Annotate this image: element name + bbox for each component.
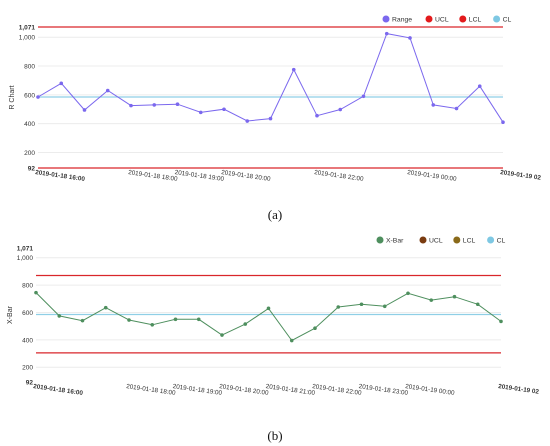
data-point bbox=[129, 103, 133, 108]
x-tick-label: 2019-01-19 02 bbox=[498, 383, 540, 396]
x-tick-label: 2019-01-18 20:00 bbox=[219, 383, 270, 397]
data-point bbox=[105, 88, 110, 93]
y-tick-label: 600 bbox=[24, 92, 35, 99]
y-tick-label: 200 bbox=[22, 365, 33, 372]
y-tick-label: 1,071 bbox=[17, 246, 34, 253]
data-point bbox=[82, 108, 87, 112]
data-point bbox=[175, 102, 180, 106]
data-point bbox=[477, 84, 482, 88]
data-point bbox=[266, 306, 271, 311]
data-point bbox=[452, 294, 457, 299]
legend-label: CL bbox=[497, 238, 506, 245]
legend-marker bbox=[459, 15, 467, 23]
xbar-chart: 1,071 1,000 800 600 400 200 92 X-Bar 2019-01-18 … bbox=[7, 236, 540, 397]
y-axis-title: R Chart bbox=[9, 85, 16, 109]
data-point bbox=[34, 290, 38, 295]
data-point bbox=[222, 107, 226, 112]
x-tick-label: 2019-01-18 16:00 bbox=[35, 169, 86, 183]
y-tick-label: 92 bbox=[28, 166, 36, 173]
x-tick-label: 2019-01-18 22:00 bbox=[312, 383, 363, 397]
data-point bbox=[103, 305, 108, 310]
y-tick-label: 600 bbox=[22, 310, 33, 317]
legend-label: UCL bbox=[429, 238, 443, 245]
y-tick-label: 800 bbox=[22, 283, 33, 290]
data-point bbox=[384, 31, 389, 36]
x-tick-label: 2019-01-19 00:00 bbox=[407, 169, 458, 183]
x-tick-label: 2019-01-18 21:00 bbox=[265, 383, 316, 397]
legend-label: UCL bbox=[435, 17, 449, 24]
series-line bbox=[37, 33, 504, 123]
legend-marker bbox=[376, 236, 384, 244]
legend-marker bbox=[493, 15, 501, 23]
data-point bbox=[268, 116, 273, 121]
data-point bbox=[406, 291, 410, 296]
legend-label: LCL bbox=[463, 238, 476, 245]
x-tick-label: 2019-01-18 23:00 bbox=[358, 383, 409, 397]
data-point bbox=[429, 298, 434, 302]
data-point bbox=[313, 326, 317, 331]
data-point bbox=[150, 322, 155, 327]
data-point bbox=[454, 106, 459, 111]
x-tick-label: 2019-01-18 19:00 bbox=[174, 169, 225, 183]
y-tick-label: 200 bbox=[24, 150, 35, 157]
legend-marker bbox=[453, 236, 461, 244]
data-point bbox=[315, 113, 319, 118]
x-tick-label: 2019-01-18 20:00 bbox=[221, 169, 272, 183]
data-point bbox=[382, 304, 387, 309]
data-point bbox=[173, 317, 178, 322]
data-point bbox=[475, 302, 480, 307]
x-tick-label: 2019-01-19 00:00 bbox=[405, 383, 456, 397]
legend-label: LCL bbox=[469, 17, 482, 24]
y-axis-title: X-Bar bbox=[7, 305, 14, 324]
data-point bbox=[408, 36, 412, 40]
range-chart: 1,071 1,000 800 600 400 200 92 R Chart 2019-01-1… bbox=[9, 15, 542, 183]
y-tick-label: 400 bbox=[24, 121, 35, 128]
data-point bbox=[57, 314, 62, 318]
x-tick-label: 2019-01-19 02 bbox=[500, 169, 542, 182]
data-point bbox=[196, 317, 201, 322]
data-point bbox=[361, 94, 366, 99]
legend-marker bbox=[419, 236, 427, 244]
legend-label: Range bbox=[392, 17, 412, 24]
legend-marker bbox=[425, 15, 433, 23]
data-point bbox=[499, 319, 503, 324]
data-point bbox=[243, 322, 248, 326]
data-point bbox=[336, 305, 341, 309]
legend-label: X-Bar bbox=[386, 238, 404, 245]
data-point bbox=[220, 333, 224, 337]
data-point bbox=[80, 318, 85, 323]
y-tick-label: 800 bbox=[24, 64, 35, 71]
x-tick-label: 2019-01-18 19:00 bbox=[172, 383, 223, 397]
x-tick-label: 2019-01-18 22:00 bbox=[314, 169, 365, 183]
data-point bbox=[338, 107, 343, 112]
x-tick-label: 2019-01-18 18:00 bbox=[128, 169, 179, 183]
x-tick-label: 2019-01-18 16:00 bbox=[33, 383, 84, 397]
data-point bbox=[359, 302, 364, 307]
data-point bbox=[127, 318, 131, 322]
data-point bbox=[291, 67, 296, 72]
data-point bbox=[245, 119, 250, 123]
x-tick-label: 2019-01-18 18:00 bbox=[126, 383, 177, 397]
panel-a-caption: (a) bbox=[267, 207, 283, 222]
legend-marker bbox=[382, 15, 390, 23]
data-point bbox=[36, 95, 40, 99]
y-tick-label: 400 bbox=[22, 337, 33, 344]
y-tick-label: 1,000 bbox=[19, 35, 36, 42]
data-point bbox=[59, 81, 64, 86]
data-point bbox=[501, 120, 505, 125]
legend-marker bbox=[487, 236, 495, 244]
data-point bbox=[152, 103, 157, 107]
data-point bbox=[431, 103, 436, 107]
y-tick-label: 1,000 bbox=[17, 255, 34, 262]
legend-label: CL bbox=[503, 17, 512, 24]
data-point bbox=[289, 338, 294, 343]
panel-b-caption: (b) bbox=[267, 428, 283, 443]
y-tick-label: 92 bbox=[26, 380, 34, 387]
y-tick-label: 1,071 bbox=[19, 25, 36, 32]
data-point bbox=[198, 110, 203, 115]
